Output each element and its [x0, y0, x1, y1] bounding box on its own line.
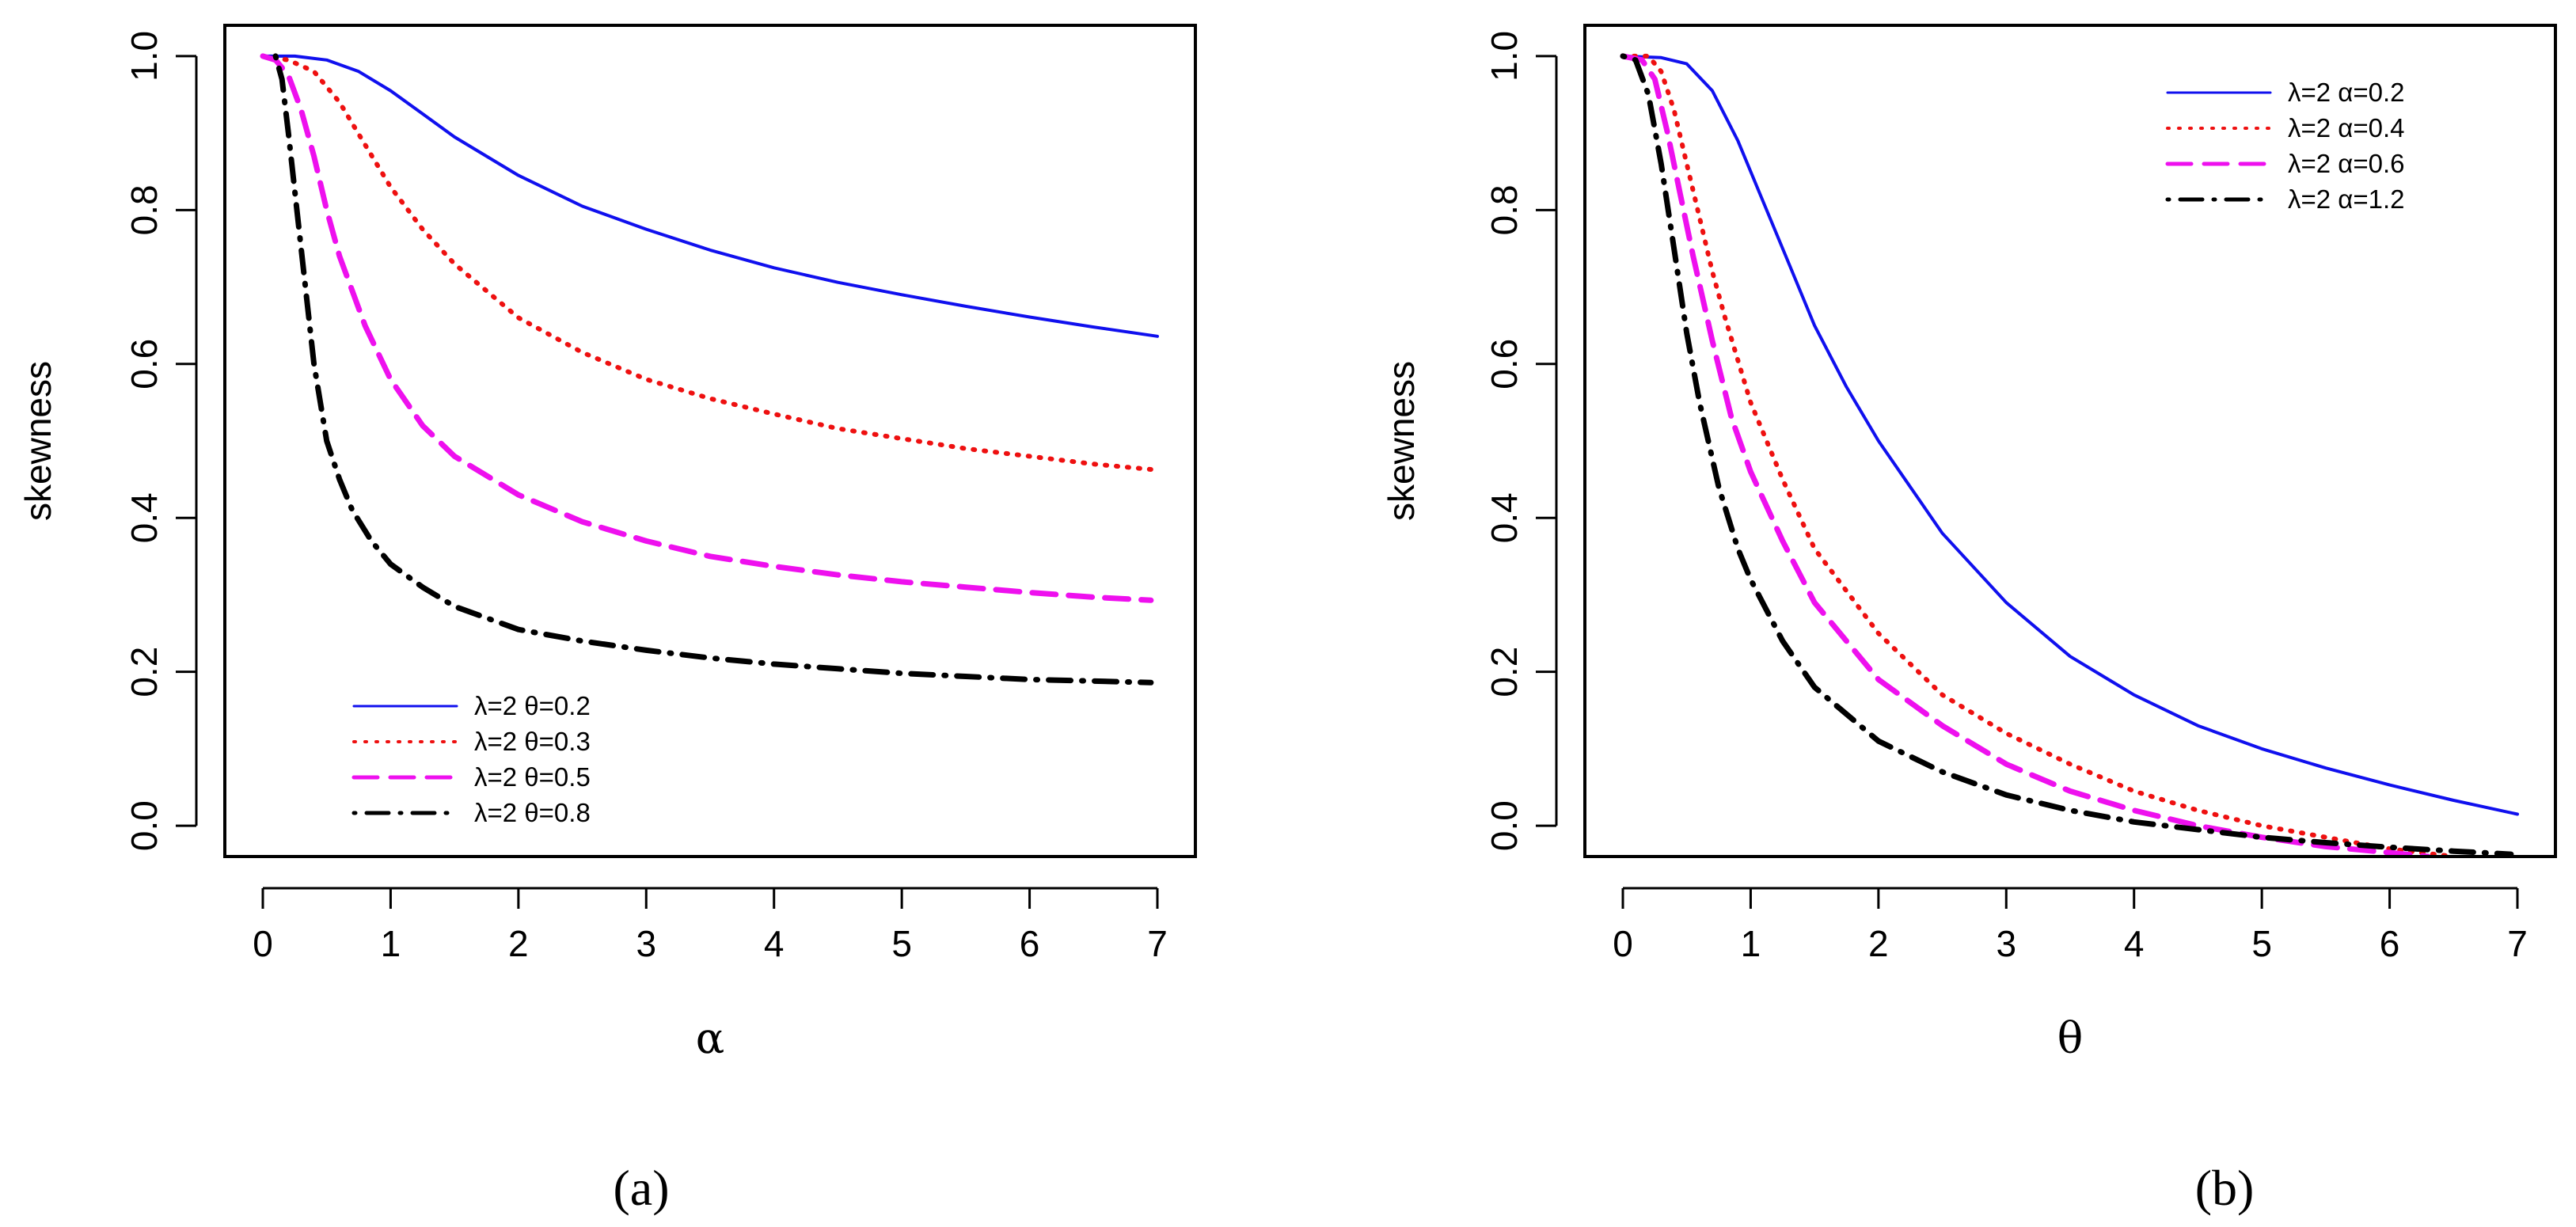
panel-b-plot-frame [1583, 24, 2557, 858]
y-tick-label: 0.0 [1484, 800, 1525, 851]
x-tick-label: 3 [1996, 923, 2016, 964]
panel-b-x-axis-title: θ [2057, 1013, 2084, 1063]
x-tick-label: 4 [2124, 923, 2145, 964]
y-tick-label: 0.8 [1484, 184, 1525, 235]
legend-entry: λ=2 θ=0.8 [474, 798, 591, 827]
x-tick-label: 0 [253, 923, 273, 964]
panel-b-label: (b) [2195, 1160, 2255, 1216]
x-tick-label: 4 [764, 923, 785, 964]
y-tick-label: 0.6 [1484, 339, 1525, 389]
panel-a-x-axis: 0 1 2 3 4 5 6 7 [253, 887, 1168, 964]
y-tick-label: 0.6 [123, 339, 165, 389]
panel-a-x-axis-title: α [696, 1013, 724, 1063]
panel-a-y-axis: 0.0 0.2 0.4 0.6 0.8 1.0 [123, 31, 198, 851]
x-tick-label: 6 [2380, 923, 2400, 964]
panel-a-curves [260, 53, 1159, 686]
series-line-2 [260, 53, 1153, 472]
y-tick-label: 1.0 [1484, 31, 1525, 82]
series-line-4 [1620, 53, 2514, 857]
x-tick-label: 6 [1020, 923, 1040, 964]
panel-b-x-axis: 0 1 2 3 4 5 6 7 [1613, 887, 2528, 964]
x-tick-label: 1 [1741, 923, 1761, 964]
series-line-1 [261, 54, 1159, 338]
x-tick-label: 5 [2251, 923, 2272, 964]
x-tick-label: 0 [1613, 923, 1633, 964]
legend-entry: λ=2 θ=0.5 [474, 762, 591, 792]
panel-a-label: (a) [613, 1160, 669, 1216]
y-tick-label: 0.4 [1484, 492, 1525, 543]
x-tick-label: 5 [891, 923, 912, 964]
y-tick-label: 0.2 [1484, 647, 1525, 697]
panel-b-y-axis: 0.0 0.2 0.4 0.6 0.8 1.0 [1484, 31, 1558, 851]
legend-entry: λ=2 α=0.2 [2288, 78, 2405, 107]
series-line-3 [260, 53, 1154, 603]
legend-entry: λ=2 θ=0.3 [474, 727, 591, 756]
series-line-1 [1621, 54, 2519, 816]
legend-entry: λ=2 θ=0.2 [474, 691, 591, 720]
x-tick-label: 1 [381, 923, 401, 964]
x-tick-label: 7 [2507, 923, 2528, 964]
panel-b-y-axis-title: skewness [1381, 361, 1422, 521]
legend-entry: λ=2 α=1.2 [2288, 184, 2405, 214]
x-tick-label: 3 [636, 923, 656, 964]
series-line-4 [272, 53, 1154, 686]
x-tick-label: 7 [1147, 923, 1168, 964]
y-tick-label: 0.0 [123, 800, 165, 851]
panel-b-curves [1620, 53, 2519, 857]
y-tick-label: 0.8 [123, 184, 165, 235]
y-tick-label: 0.4 [123, 492, 165, 543]
y-tick-label: 1.0 [123, 31, 165, 82]
panel-b-legend: λ=2 α=0.2 λ=2 α=0.4 λ=2 α=0.6 λ=2 α=1.2 [2165, 78, 2405, 214]
panel-a-legend: λ=2 θ=0.2 λ=2 θ=0.3 λ=2 θ=0.5 λ=2 θ=0.8 [351, 691, 591, 827]
legend-entry: λ=2 α=0.4 [2288, 113, 2405, 142]
x-tick-label: 2 [508, 923, 529, 964]
y-tick-label: 0.2 [123, 647, 165, 697]
panel-a-plot-frame [223, 24, 1197, 858]
x-tick-label: 2 [1868, 923, 1889, 964]
panel-a-y-axis-title: skewness [17, 361, 59, 521]
legend-entry: λ=2 α=0.6 [2288, 149, 2405, 178]
panel-b: 0 1 2 3 4 5 6 7 0.0 0.2 0.4 0.6 0.8 1.0 skewness θ λ… [1381, 24, 2557, 1216]
panel-a: 0 1 2 3 4 5 6 7 0.0 0.2 0.4 0.6 0.8 1.0 skewness α λ… [17, 24, 1197, 1216]
